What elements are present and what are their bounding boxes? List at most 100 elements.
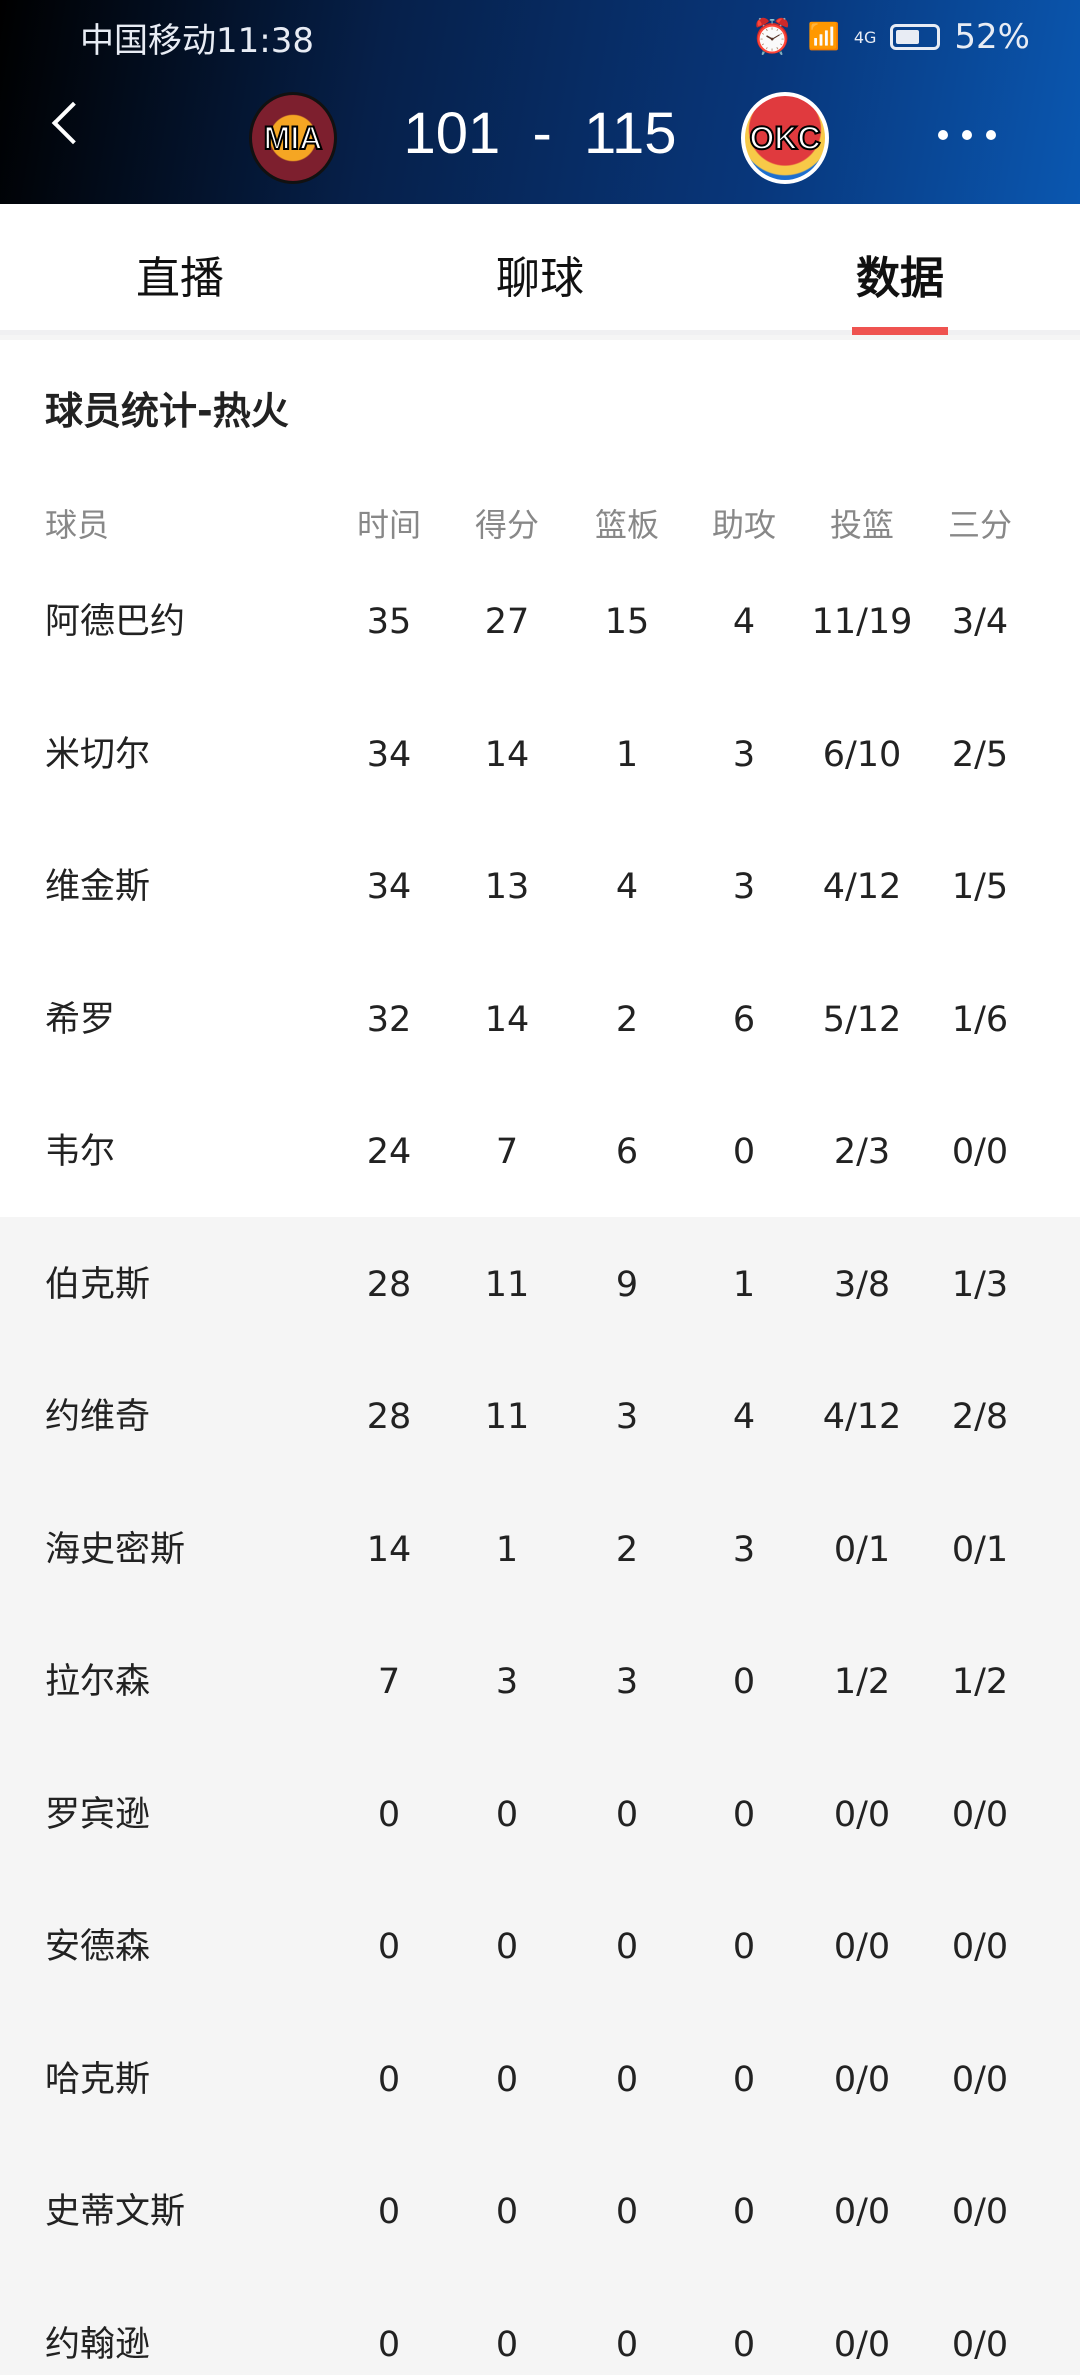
player-name: 阿德巴约 <box>45 602 186 642</box>
stat-cell: 0 <box>1040 1917 1080 1977</box>
player-name: 约维奇 <box>45 1397 151 1437</box>
player-row[interactable]: 哈克斯 0 0 0 0 0/0 0/0 0 <box>0 2050 1080 2110</box>
stat-cell: 0 <box>732 1132 756 1172</box>
player-name: 哈克斯 <box>45 2059 151 2100</box>
stat-cell: 4 <box>615 867 639 907</box>
player-name: 拉尔森 <box>45 1662 151 1702</box>
tab-bar: 直播 聊球 数据 <box>0 204 1080 335</box>
player-row[interactable]: 约翰逊 0 0 0 0 0/0 0/0 0 <box>0 2315 1080 2375</box>
score-separator: - <box>532 101 552 166</box>
stat-cell: 0 <box>1040 725 1080 785</box>
stat-cell: 2/8 <box>951 1397 1009 1437</box>
more-options-icon[interactable] <box>938 130 996 140</box>
column-header: 得分 <box>474 506 539 544</box>
player-name: 史蒂文斯 <box>45 2192 186 2232</box>
stat-cell: 34 <box>366 867 412 907</box>
stat-cell: 0/0 <box>833 1794 891 1835</box>
stat-cell: 0 <box>1040 2182 1080 2242</box>
column-header: 投篮 <box>829 506 894 544</box>
player-name: 韦尔 <box>45 1132 116 1172</box>
column-header: 时间 <box>356 506 421 544</box>
stat-cell: 0 <box>732 2059 756 2100</box>
stat-cell: 0 <box>495 1794 519 1835</box>
player-row[interactable]: 韦尔 24 7 6 0 2/3 0/0 3 <box>0 1122 1080 1182</box>
stat-cell: 4 <box>1040 857 1080 917</box>
scoreboard: 101 - 115 <box>400 100 680 167</box>
battery-icon <box>890 24 941 50</box>
player-name: 罗宾逊 <box>45 1794 151 1835</box>
stat-cell: 0/0 <box>833 1927 891 1967</box>
stat-cell: 3 <box>1040 1122 1080 1182</box>
stat-cell: 4 <box>732 1397 756 1437</box>
stat-cell: 0 <box>1040 1785 1080 1845</box>
stat-cell: 7 <box>377 1662 401 1702</box>
stat-cell: 32 <box>366 999 412 1040</box>
stat-cell: 3/4 <box>951 602 1009 642</box>
back-icon[interactable] <box>51 101 95 145</box>
player-row[interactable]: 拉尔森 7 3 3 0 1/2 1/2 0 <box>0 1652 1080 1712</box>
column-header: 助攻 <box>711 506 776 544</box>
stat-cell: 0/0 <box>951 1927 1009 1967</box>
column-header: 篮板 <box>594 506 659 544</box>
network-type: 4G <box>853 27 877 47</box>
stat-cell: 0 <box>377 1927 401 1967</box>
stat-cell: 3 <box>1040 990 1080 1050</box>
tab-stats[interactable]: 数据 <box>856 253 944 304</box>
active-tab-indicator <box>852 327 948 335</box>
player-row[interactable]: 海史密斯 14 1 2 3 0/1 0/1 1 <box>0 1520 1080 1580</box>
stat-cell: 0 <box>377 2324 401 2365</box>
player-name: 伯克斯 <box>45 1264 151 1305</box>
carrier: 中国移动 <box>80 20 216 61</box>
stat-cell: 0 <box>377 2059 401 2100</box>
stat-cell: 3 <box>732 1529 756 1570</box>
stat-cell: 3/8 <box>833 1264 891 1305</box>
player-row[interactable]: 维金斯 34 13 4 3 4/12 1/5 4 <box>0 857 1080 917</box>
away-team-logo[interactable]: OKC <box>741 92 829 184</box>
stat-cell: 2 <box>615 999 639 1040</box>
tab-chat[interactable]: 聊球 <box>496 253 584 304</box>
stat-cell: 3 <box>732 734 756 775</box>
stat-cell: 5/12 <box>822 999 902 1040</box>
player-row[interactable]: 米切尔 34 14 1 3 6/10 2/5 0 <box>0 725 1080 785</box>
stat-cell: 14 <box>366 1529 412 1570</box>
player-row[interactable]: 罗宾逊 0 0 0 0 0/0 0/0 0 <box>0 1785 1080 1845</box>
stat-cell: 1/2 <box>833 1662 891 1702</box>
stat-cell: 0 <box>732 1662 756 1702</box>
column-header: 罚 <box>1040 495 1080 555</box>
stat-cell: 0/1 <box>833 1529 891 1570</box>
stat-cell: 0 <box>732 1794 756 1835</box>
player-name: 约翰逊 <box>45 2324 151 2365</box>
stat-cell: 0 <box>615 1794 639 1835</box>
column-header: 三分 <box>947 506 1012 544</box>
player-row[interactable]: 伯克斯 28 11 9 1 3/8 1/3 4 <box>0 1255 1080 1315</box>
stat-cell: 1 <box>615 734 639 775</box>
player-row[interactable]: 希罗 32 14 2 6 5/12 1/6 3 <box>0 990 1080 1050</box>
stat-cell: 0/0 <box>951 2192 1009 2232</box>
home-team-abbr: MIA <box>263 119 324 157</box>
stat-cell: 6/10 <box>822 734 902 775</box>
player-row[interactable]: 阿德巴约 35 27 15 4 11/19 3/4 2 <box>0 592 1080 652</box>
stat-cell: 2 <box>1040 592 1080 652</box>
stat-cell: 11 <box>484 1397 530 1437</box>
stat-cell: 28 <box>366 1397 412 1437</box>
stat-cell: 2 <box>615 1529 639 1570</box>
player-name: 米切尔 <box>45 734 151 775</box>
stat-cell: 0 <box>377 1794 401 1835</box>
stat-cell: 0/0 <box>833 2192 891 2232</box>
away-score: 115 <box>584 101 677 166</box>
stat-cell: 28 <box>366 1264 412 1305</box>
home-team-logo[interactable]: MIA <box>249 92 337 184</box>
player-row[interactable]: 约维奇 28 11 3 4 4/12 2/8 1 <box>0 1387 1080 1447</box>
tab-live[interactable]: 直播 <box>136 253 224 304</box>
clock: 11:38 <box>216 20 314 61</box>
stat-cell: 1/5 <box>951 867 1009 907</box>
player-row[interactable]: 史蒂文斯 0 0 0 0 0/0 0/0 0 <box>0 2182 1080 2242</box>
section-title: 球员统计-热火 <box>45 389 289 433</box>
wifi-icon: 📶 <box>807 22 840 52</box>
stat-cell: 0/0 <box>951 2059 1009 2100</box>
stat-cell: 0/0 <box>833 2324 891 2365</box>
column-header: 球员 <box>45 506 110 544</box>
stat-cell: 1 <box>1040 1387 1080 1447</box>
stat-cell: 3 <box>495 1662 519 1702</box>
player-row[interactable]: 安德森 0 0 0 0 0/0 0/0 0 <box>0 1917 1080 1977</box>
